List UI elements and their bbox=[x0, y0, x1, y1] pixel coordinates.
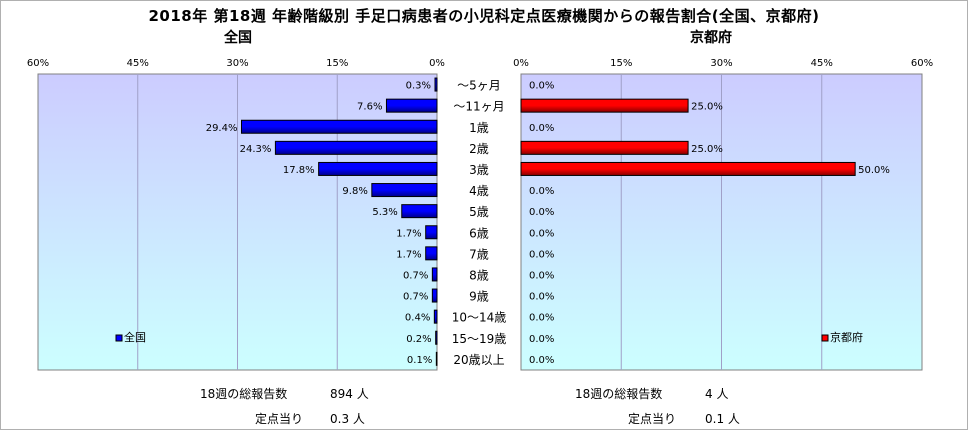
left-tick-label: 0% bbox=[429, 58, 445, 69]
left-bar bbox=[435, 351, 438, 366]
kyoto-per-site-label: 定点当り bbox=[628, 412, 677, 426]
left-bar bbox=[433, 309, 438, 324]
left-tick-label: 45% bbox=[127, 58, 149, 69]
national-per-site-value: 0.3 人 bbox=[330, 412, 365, 426]
left-tick-label: 60% bbox=[27, 58, 49, 69]
left-bar bbox=[318, 161, 438, 176]
left-bar bbox=[240, 119, 438, 134]
national-total-label: 18週の総報告数 bbox=[200, 387, 288, 401]
left-bar bbox=[431, 288, 438, 303]
left-data-label: 5.3% bbox=[372, 207, 397, 218]
national-per-site-label: 定点当り bbox=[255, 412, 304, 426]
right-data-label: 0.0% bbox=[529, 186, 554, 197]
right-data-label: 50.0% bbox=[858, 165, 890, 176]
category-label: 1歳 bbox=[469, 121, 489, 135]
left-data-label: 0.3% bbox=[406, 81, 431, 92]
left-tick-label: 30% bbox=[226, 58, 248, 69]
category-label: 15～19歳 bbox=[452, 332, 507, 346]
left-bar bbox=[385, 98, 438, 113]
left-legend-swatch bbox=[115, 334, 123, 342]
left-bar bbox=[425, 225, 438, 240]
right-data-label: 0.0% bbox=[529, 292, 554, 303]
left-bar bbox=[431, 267, 438, 282]
right-data-label: 25.0% bbox=[691, 144, 723, 155]
right-data-label: 0.0% bbox=[529, 81, 554, 92]
right-legend-label: 京都府 bbox=[830, 330, 863, 344]
right-data-label: 25.0% bbox=[691, 102, 723, 113]
left-data-label: 0.7% bbox=[403, 292, 428, 303]
kyoto-per-site-value: 0.1 人 bbox=[705, 412, 740, 426]
chart-title: 2018年 第18週 年齢階級別 手足口病患者の小児科定点医療機関からの報告割合… bbox=[148, 7, 820, 25]
kyoto-total-label: 18週の総報告数 bbox=[575, 387, 663, 401]
left-panel-title: 全国 bbox=[224, 30, 252, 46]
left-bar bbox=[425, 246, 438, 261]
left-data-label: 7.6% bbox=[357, 102, 382, 113]
right-bar bbox=[520, 140, 689, 155]
left-data-label: 0.2% bbox=[406, 334, 431, 345]
right-data-label: 0.0% bbox=[529, 334, 554, 345]
right-data-label: 0.0% bbox=[529, 123, 554, 134]
kyoto-total-value: 4 人 bbox=[705, 387, 729, 401]
left-data-label: 9.8% bbox=[342, 186, 367, 197]
category-label: 8歳 bbox=[469, 268, 489, 282]
category-label: 9歳 bbox=[469, 290, 489, 304]
right-panel-title: 京都府 bbox=[690, 30, 732, 46]
right-bar bbox=[520, 161, 856, 176]
right-data-label: 0.0% bbox=[529, 270, 554, 281]
left-data-label: 17.8% bbox=[283, 165, 315, 176]
category-label: 7歳 bbox=[469, 247, 489, 261]
left-panel: 0% 15% 30% 45% 60% 0.3% 7.6% 29.4%24.3% 17.8% 9.8… bbox=[27, 58, 445, 371]
category-label: ～5ヶ月 bbox=[457, 79, 501, 93]
left-bar bbox=[401, 204, 438, 219]
right-tick-label: 15% bbox=[610, 58, 632, 69]
right-tick-label: 0% bbox=[513, 58, 529, 69]
left-data-label: 24.3% bbox=[240, 144, 272, 155]
right-bar bbox=[520, 98, 689, 113]
category-label: 2歳 bbox=[469, 142, 489, 156]
left-data-label: 0.7% bbox=[403, 270, 428, 281]
left-data-label: 0.4% bbox=[405, 313, 430, 324]
left-tick-label: 15% bbox=[326, 58, 348, 69]
category-label: 4歳 bbox=[469, 184, 489, 198]
category-label: 20歳以上 bbox=[453, 353, 504, 367]
right-data-label: 0.0% bbox=[529, 249, 554, 260]
left-data-label: 1.7% bbox=[396, 228, 421, 239]
left-bar bbox=[371, 183, 438, 198]
category-label: 6歳 bbox=[469, 226, 489, 240]
left-bar bbox=[434, 77, 438, 92]
right-panel: 0% 15% 30% 45% 60% 0.0% 25.0% 0.0% 25.0% 50.0% 0.0… bbox=[513, 58, 933, 371]
left-bar bbox=[435, 330, 438, 345]
category-label: 10～14歳 bbox=[452, 311, 507, 325]
right-legend-swatch bbox=[821, 334, 829, 342]
category-label: 5歳 bbox=[469, 205, 489, 219]
left-data-label: 1.7% bbox=[396, 249, 421, 260]
right-data-label: 0.0% bbox=[529, 355, 554, 366]
right-tick-label: 45% bbox=[811, 58, 833, 69]
left-data-label: 29.4% bbox=[206, 123, 238, 134]
right-data-label: 0.0% bbox=[529, 228, 554, 239]
right-data-label: 0.0% bbox=[529, 207, 554, 218]
category-label: 3歳 bbox=[469, 163, 489, 177]
national-total-value: 894 人 bbox=[330, 387, 369, 401]
right-tick-label: 30% bbox=[710, 58, 732, 69]
category-label: ～11ヶ月 bbox=[453, 100, 504, 114]
right-tick-label: 60% bbox=[911, 58, 933, 69]
right-data-label: 0.0% bbox=[529, 313, 554, 324]
left-data-label: 0.1% bbox=[407, 355, 432, 366]
left-legend-label: 全国 bbox=[124, 330, 146, 344]
category-labels: ～5ヶ月 ～11ヶ月 1歳 2歳 3歳 4歳 5歳 6歳 7歳 8歳 9歳 10～14歳 15～19歳 2… bbox=[452, 79, 507, 367]
left-bar bbox=[274, 140, 438, 155]
